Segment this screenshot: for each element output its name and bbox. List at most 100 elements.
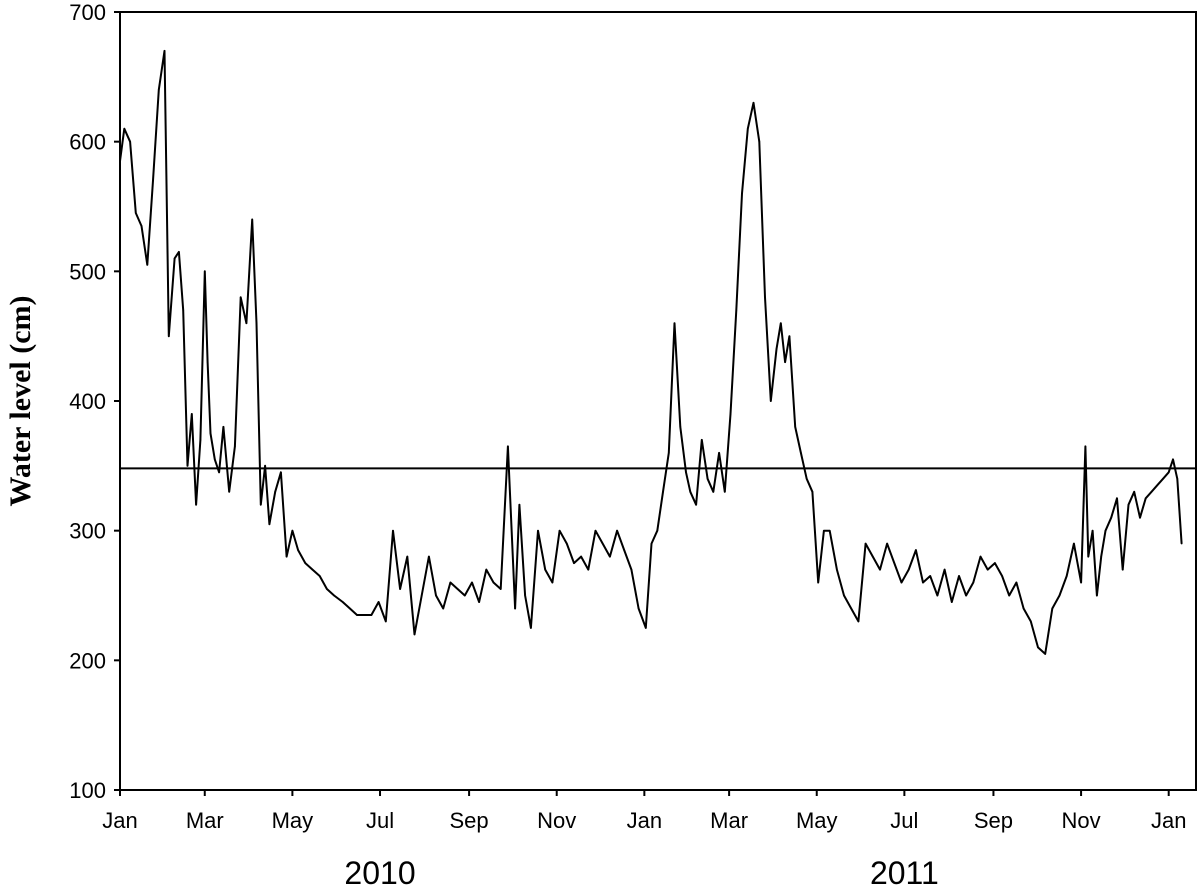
plot-frame — [119, 11, 1197, 791]
data-point — [152, 179, 154, 182]
data-point — [685, 471, 687, 474]
data-point — [805, 478, 808, 480]
data-point — [234, 445, 236, 448]
data-point — [689, 490, 692, 493]
data-point — [1096, 594, 1098, 597]
x-tick-label: May — [272, 808, 314, 833]
data-point — [1139, 516, 1141, 519]
data-point — [580, 555, 582, 558]
x-tick-label: Mar — [710, 808, 748, 833]
data-point — [746, 127, 749, 130]
year-label: 2011 — [870, 855, 939, 888]
data-point — [601, 542, 604, 545]
data-point — [264, 465, 266, 467]
data-point — [435, 594, 437, 597]
data-point — [741, 192, 743, 195]
data-point — [1044, 653, 1046, 655]
data-point — [492, 581, 495, 584]
data-point — [986, 568, 989, 571]
data-point — [1058, 594, 1061, 597]
x-tick-label: Jul — [366, 808, 394, 833]
data-point — [191, 413, 193, 415]
x-tick-label: Jul — [890, 808, 918, 833]
data-point — [399, 588, 401, 590]
data-point — [442, 607, 445, 610]
data-point — [129, 140, 131, 143]
data-point — [485, 568, 488, 571]
x-tick-label: Jan — [627, 808, 662, 833]
data-point — [623, 549, 626, 551]
data-point — [800, 452, 802, 454]
data-point — [1167, 471, 1170, 474]
data-point — [370, 614, 373, 616]
data-point — [259, 503, 262, 506]
data-point — [823, 529, 825, 532]
data-point — [163, 50, 166, 52]
data-point — [326, 588, 328, 590]
data-point — [695, 503, 697, 506]
data-point — [662, 490, 664, 493]
data-point — [1037, 646, 1039, 649]
y-tick-label: 500 — [69, 259, 106, 284]
data-point — [679, 426, 682, 428]
data-point — [673, 322, 676, 325]
data-point — [206, 361, 209, 363]
data-point — [146, 264, 149, 266]
data-point — [780, 322, 782, 325]
data-point — [794, 426, 796, 428]
data-point — [871, 555, 874, 558]
data-point — [384, 620, 387, 623]
x-tick-label: Mar — [186, 808, 224, 833]
data-point — [857, 620, 860, 623]
data-points — [119, 50, 1183, 655]
data-point — [735, 309, 738, 312]
data-point — [573, 562, 575, 564]
data-point — [291, 529, 294, 532]
data-point — [195, 503, 197, 506]
data-point — [922, 581, 924, 584]
data-point — [297, 549, 299, 551]
data-point — [1150, 490, 1153, 493]
data-point — [199, 439, 202, 441]
data-point — [218, 471, 220, 474]
data-point — [168, 335, 170, 337]
data-point — [463, 594, 466, 597]
data-point — [843, 594, 845, 597]
data-point — [1104, 529, 1107, 532]
data-point — [644, 627, 647, 629]
data-point — [1127, 503, 1130, 506]
data-point — [1084, 445, 1087, 448]
data-point — [1051, 607, 1054, 610]
data-point — [514, 607, 516, 610]
data-point — [828, 529, 831, 532]
data-point — [936, 594, 939, 597]
x-tick-label: Jan — [102, 808, 137, 833]
data-point — [392, 529, 394, 532]
data-point — [214, 458, 216, 461]
data-point — [186, 465, 189, 467]
data-point — [499, 588, 502, 590]
data-point — [769, 400, 772, 402]
data-point — [558, 529, 561, 532]
data-point — [850, 607, 853, 610]
data-point — [251, 218, 253, 221]
data-point — [656, 529, 659, 532]
data-point — [609, 555, 611, 558]
data-point — [1172, 458, 1174, 461]
data-point — [182, 309, 185, 312]
data-point — [1015, 581, 1018, 584]
data-point — [524, 594, 526, 597]
data-point — [356, 614, 358, 616]
data-point — [478, 601, 480, 603]
data-point — [587, 568, 590, 571]
data-point — [140, 225, 143, 227]
data-point — [428, 555, 430, 558]
data-point — [1121, 568, 1124, 571]
water-level-series-line — [119, 49, 1183, 655]
data-point — [1080, 581, 1082, 584]
data-point — [333, 594, 335, 597]
data-point — [280, 471, 282, 474]
data-point — [119, 160, 121, 162]
x-axis: Jan Mar May Jul Sep Nov Jan Mar May Jul Sep Nov Jan — [102, 790, 1186, 833]
data-point — [907, 568, 910, 571]
